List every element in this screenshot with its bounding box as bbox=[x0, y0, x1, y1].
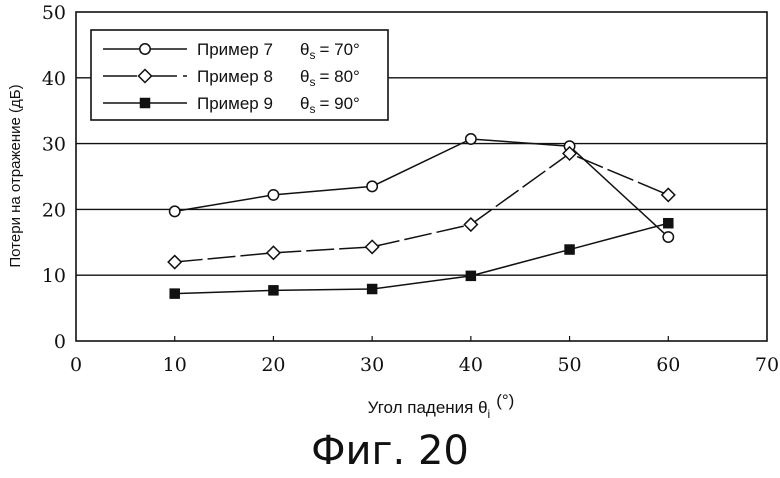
legend-theta-subscript: s bbox=[309, 75, 315, 89]
y-tick-label: 40 bbox=[42, 68, 66, 90]
legend-theta-symbol: θ bbox=[300, 94, 309, 113]
x-tick-label: 20 bbox=[261, 354, 285, 376]
legend-label: Пример 8 bbox=[197, 67, 273, 86]
series-3 bbox=[170, 219, 673, 298]
data-point bbox=[663, 232, 673, 242]
legend-theta: θs = 80° bbox=[300, 67, 360, 89]
data-point bbox=[565, 245, 574, 254]
x-axis-label-unit: (°) bbox=[496, 391, 514, 410]
x-axis-label-subscript: i bbox=[488, 407, 491, 421]
y-axis-label: Потери на отражение (дБ) bbox=[7, 84, 24, 267]
series-2 bbox=[168, 147, 675, 269]
data-point bbox=[466, 134, 476, 144]
series-1 bbox=[170, 134, 674, 242]
x-tick-label: 10 bbox=[163, 354, 187, 376]
x-tick-label: 60 bbox=[656, 354, 680, 376]
x-tick-label: 50 bbox=[557, 354, 581, 376]
y-tick-label: 0 bbox=[54, 331, 66, 353]
legend-theta-symbol: θ bbox=[300, 67, 309, 86]
data-point bbox=[464, 218, 477, 231]
data-point bbox=[267, 246, 280, 259]
legend-label: Пример 7 bbox=[197, 40, 273, 59]
series bbox=[168, 134, 675, 298]
data-point bbox=[664, 219, 673, 228]
x-axis-label: Угол падения θi (°) bbox=[368, 391, 515, 421]
y-tick-label: 50 bbox=[42, 2, 66, 24]
legend-theta-value: = 90° bbox=[319, 94, 359, 113]
legend-theta-value: = 70° bbox=[319, 40, 359, 59]
legend: Пример 7θs= 70°Пример 8θs= 80°Пример 9θs… bbox=[91, 30, 388, 120]
x-tick-label: 30 bbox=[360, 354, 384, 376]
data-point bbox=[466, 271, 475, 280]
data-point bbox=[269, 286, 278, 295]
x-axis-label-text: Угол падения θ bbox=[368, 398, 488, 417]
legend-theta-subscript: s bbox=[309, 48, 315, 62]
x-tick-label: 70 bbox=[755, 354, 779, 376]
legend-theta: θs = 90° bbox=[300, 94, 360, 116]
y-tick-label: 20 bbox=[42, 199, 66, 221]
data-point bbox=[368, 285, 377, 294]
data-point bbox=[170, 289, 179, 298]
legend-label: Пример 9 bbox=[197, 94, 273, 113]
legend-marker bbox=[141, 99, 150, 108]
x-tick-label: 40 bbox=[459, 354, 483, 376]
data-point bbox=[170, 206, 180, 216]
figure-caption: Фиг. 20 bbox=[311, 428, 469, 473]
legend-marker bbox=[140, 44, 150, 54]
data-point bbox=[366, 240, 379, 253]
series-line bbox=[175, 223, 669, 293]
y-tick-label: 10 bbox=[42, 265, 66, 287]
data-point bbox=[168, 256, 181, 269]
data-point bbox=[367, 181, 377, 191]
data-point bbox=[662, 188, 675, 201]
legend-theta-value: = 80° bbox=[319, 67, 359, 86]
legend-theta-symbol: θ bbox=[300, 40, 309, 59]
legend-theta: θs = 70° bbox=[300, 40, 360, 62]
y-tick-label: 30 bbox=[42, 134, 66, 156]
legend-theta-subscript: s bbox=[309, 102, 315, 116]
x-tick-label: 0 bbox=[70, 354, 82, 376]
series-line bbox=[175, 139, 669, 237]
data-point bbox=[268, 190, 278, 200]
